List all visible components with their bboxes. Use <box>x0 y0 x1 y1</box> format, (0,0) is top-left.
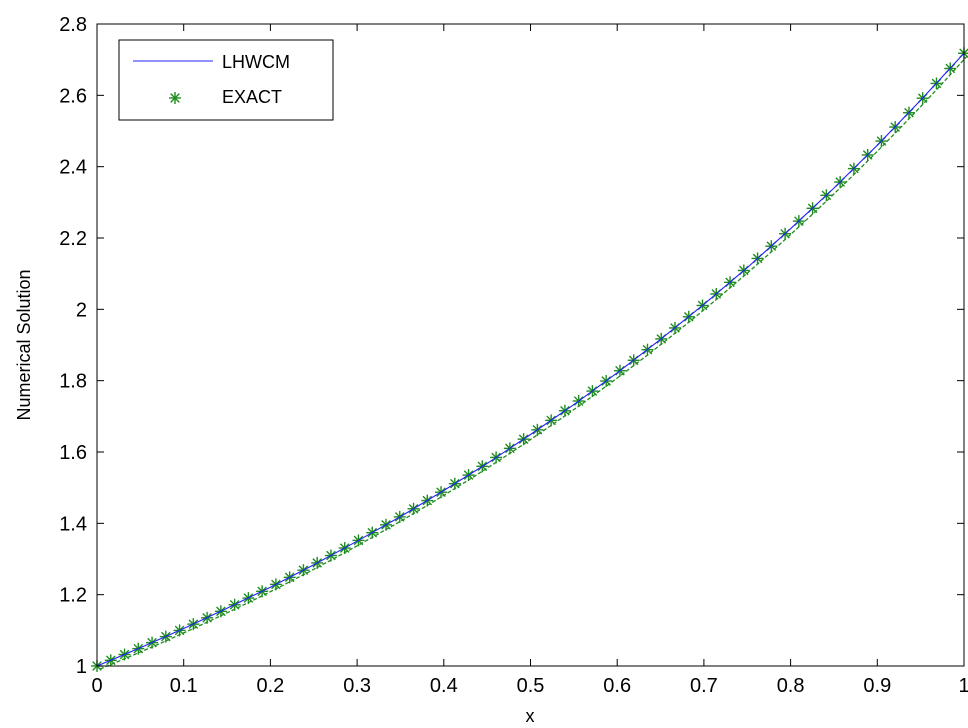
y-tick-label-6: 2.2 <box>59 228 87 250</box>
legend-marker-exact <box>169 92 181 104</box>
x-tick-label-9: 0.9 <box>863 675 891 697</box>
legend-swatch-exact-marker <box>169 92 181 104</box>
ticks-layer: 0 0.1 0.2 0.3 0.4 0.5 0.6 0.7 0.8 0.9 1 1 1.2 1.4 1.6 1… <box>59 14 968 697</box>
plot-area <box>97 24 964 666</box>
y-axis-label: Numerical Solution <box>14 269 34 420</box>
x-tick-label-10: 1 <box>958 675 968 697</box>
y-tick-label-0: 1 <box>76 656 87 678</box>
series-layer <box>91 47 968 672</box>
legend: LHWCM EXACT <box>118 39 334 121</box>
x-tick-label-2: 0.2 <box>256 675 284 697</box>
x-tick-label-7: 0.7 <box>690 675 718 697</box>
y-tick-label-2: 1.4 <box>59 513 87 535</box>
y-tick-label-3: 1.6 <box>59 442 87 464</box>
exact-series-line <box>99 55 968 670</box>
y-tick-label-7: 2.4 <box>59 157 87 179</box>
legend-box <box>118 39 334 121</box>
legend-label-exact: EXACT <box>222 87 282 107</box>
x-axis-label: x <box>526 706 535 726</box>
x-tick-label-1: 0.1 <box>170 675 198 697</box>
legend-label-lhwcm: LHWCM <box>222 52 290 72</box>
y-tick-label-9: 2.8 <box>59 14 87 36</box>
x-tick-label-4: 0.4 <box>430 675 458 697</box>
x-tick-label-5: 0.5 <box>517 675 545 697</box>
y-tick-label-5: 2 <box>76 299 87 321</box>
lhwcm-series-line <box>96 52 965 667</box>
y-tick-label-4: 1.8 <box>59 371 87 393</box>
x-tick-label-3: 0.3 <box>343 675 371 697</box>
y-tick-label-8: 2.6 <box>59 85 87 107</box>
x-tick-label-6: 0.6 <box>603 675 631 697</box>
x-tick-label-8: 0.8 <box>777 675 805 697</box>
x-tick-label-0: 0 <box>91 675 102 697</box>
y-tick-label-1: 1.2 <box>59 585 87 607</box>
